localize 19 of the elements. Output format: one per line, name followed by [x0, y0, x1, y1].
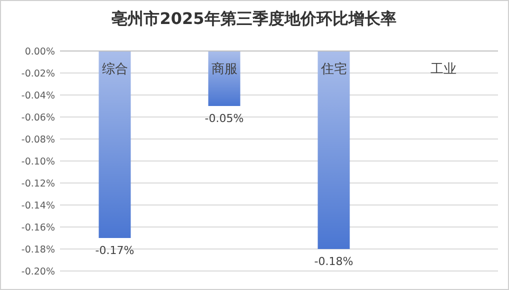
y-tick-label: -0.08% — [21, 134, 55, 146]
y-tick-label: -0.20% — [21, 266, 55, 278]
x-tick-label: 住宅 — [320, 61, 347, 77]
x-tick-label: 工业 — [430, 62, 456, 77]
x-tick-label: 综合 — [102, 62, 128, 77]
x-tick-label: 商服 — [211, 62, 238, 77]
y-tick-label: -0.02% — [21, 68, 55, 80]
chart-title: 亳州市2025年第三季度地价环比增长率 — [112, 9, 396, 28]
y-tick-label: -0.06% — [21, 112, 55, 124]
data-label: -0.17% — [95, 244, 134, 257]
y-tick-label: 0.00% — [24, 46, 55, 58]
y-tick-label: -0.14% — [21, 200, 55, 212]
data-label: -0.18% — [314, 255, 354, 268]
y-tick-label: -0.04% — [21, 90, 55, 102]
data-label: -0.05% — [204, 112, 244, 125]
y-tick-label: -0.18% — [21, 244, 55, 256]
y-tick-label: -0.10% — [21, 156, 55, 168]
y-tick-label: -0.16% — [21, 222, 55, 234]
y-tick-label: -0.12% — [21, 178, 55, 190]
